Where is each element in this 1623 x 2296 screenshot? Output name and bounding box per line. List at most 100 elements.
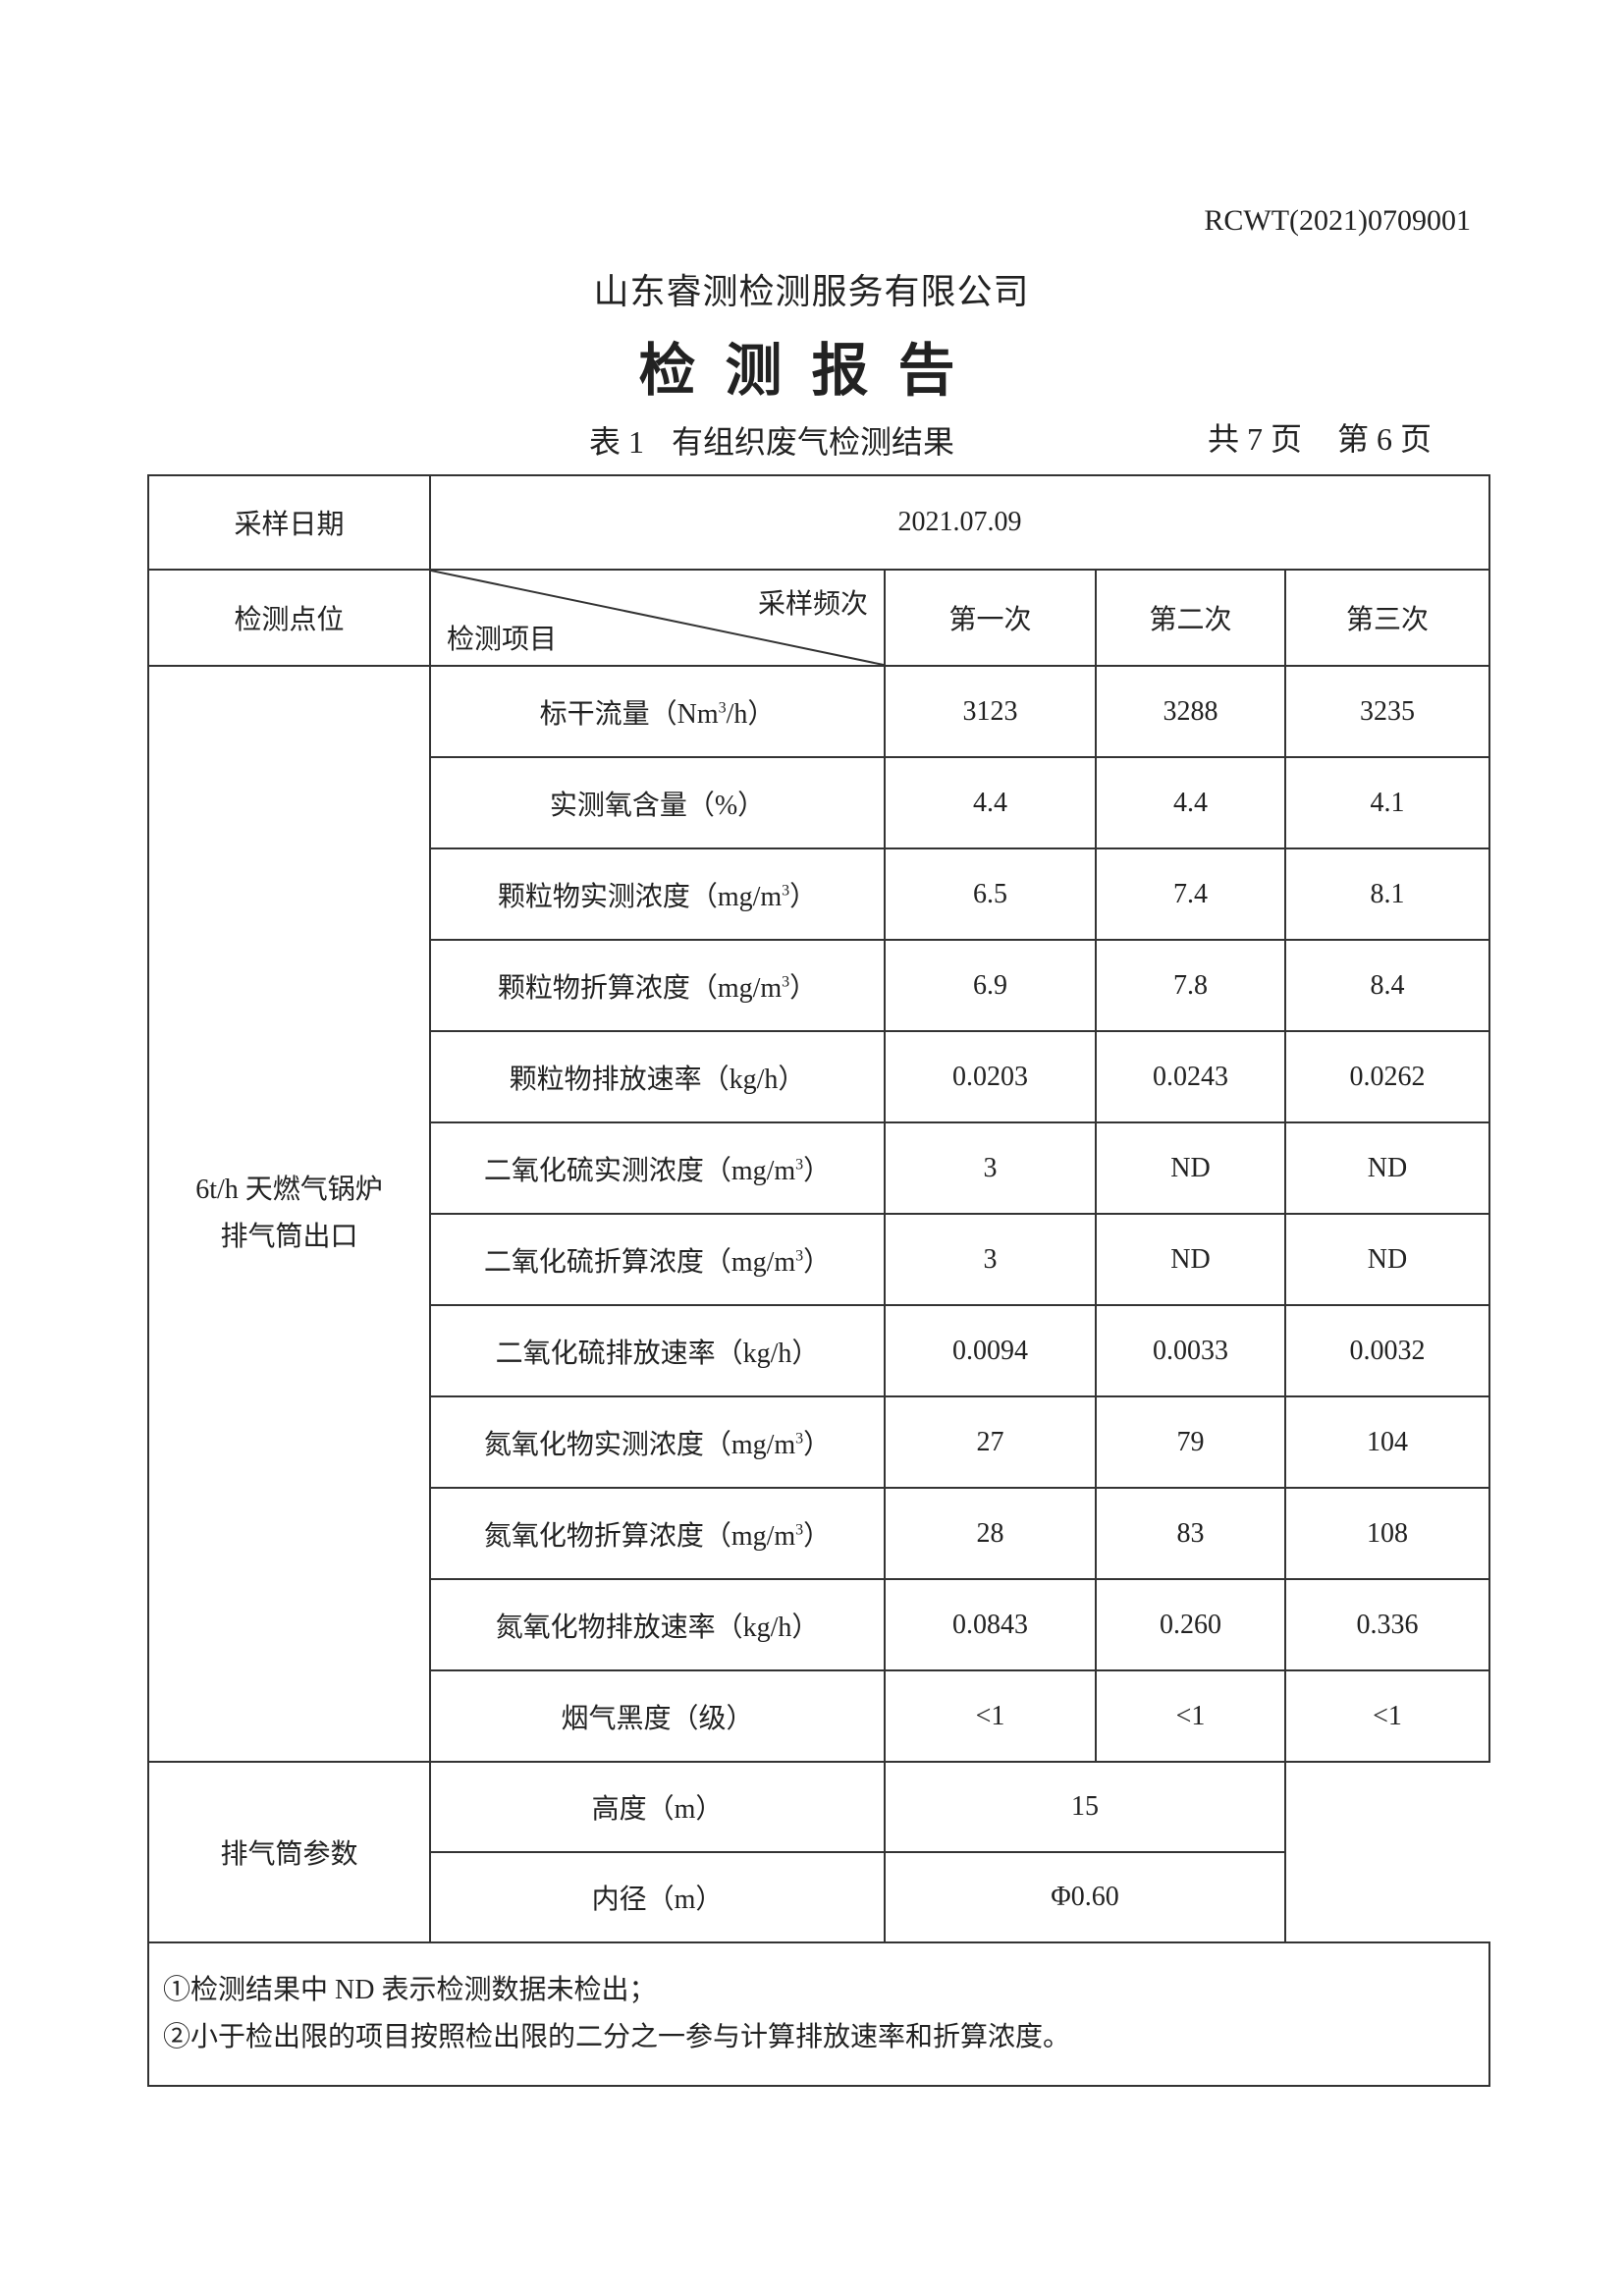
stack-height: 15 <box>884 1761 1286 1853</box>
table-row: 颗粒物折算浓度（mg/m3） 6.9 7.8 8.4 <box>148 939 1490 1032</box>
freq-header: 第三次 <box>1284 569 1490 667</box>
item-text: 氮氧化物排放速率（kg/h） <box>495 1612 820 1643</box>
item-name: 标干流量（Nm3/h） <box>429 665 886 758</box>
sampling-date: 2021.07.09 <box>429 474 1490 571</box>
value-cell: <1 <box>1095 1669 1286 1763</box>
item-tail: ） <box>789 881 818 912</box>
item-name: 颗粒物实测浓度（mg/m3） <box>429 847 886 941</box>
freq-header: 第一次 <box>884 569 1097 667</box>
note: ②小于检出限的项目按照检出限的二分之一参与计算排放速率和折算浓度。 <box>163 2022 1071 2052</box>
item-sup: 3 <box>782 882 790 900</box>
sampling-date-label: 采样日期 <box>147 474 431 571</box>
item-text: 烟气黑度（级） <box>561 1703 754 1734</box>
value-cell: ND <box>1095 1121 1286 1215</box>
item-name: 氮氧化物实测浓度（mg/m3） <box>429 1395 886 1489</box>
item-text: 氮氧化物折算浓度（mg/m <box>483 1520 796 1552</box>
item-name: 烟气黑度（级） <box>429 1669 886 1763</box>
item-name: 实测氧含量（%） <box>429 756 886 849</box>
value-cell: 27 <box>884 1395 1097 1489</box>
item-sup: 3 <box>782 973 790 991</box>
notes: ①检测结果中 ND 表示检测数据未检出； ②小于检出限的项目按照检出限的二分之一… <box>147 1941 1490 2087</box>
table-row: 二氧化硫实测浓度（mg/m3） 3 ND ND <box>148 1121 1490 1215</box>
item-name: 氮氧化物折算浓度（mg/m3） <box>429 1487 886 1580</box>
results-table: 采样日期 2021.07.09 检测点位 采样频次 检测项目 第一次 第二次 第… <box>147 474 1490 2087</box>
item-tail: ） <box>803 1246 832 1278</box>
value-cell: 4.1 <box>1284 756 1490 849</box>
stack-height-label: 高度（m） <box>429 1761 886 1853</box>
table-number: 表 1 <box>589 424 645 460</box>
table-row: 二氧化硫排放速率（kg/h） 0.0094 0.0033 0.0032 <box>148 1304 1490 1397</box>
table-row: 氮氧化物排放速率（kg/h） 0.0843 0.260 0.336 <box>148 1578 1490 1671</box>
item-tail: ） <box>803 1429 832 1460</box>
item-text: 颗粒物排放速率（kg/h） <box>509 1064 806 1095</box>
item-tail: /h） <box>726 698 776 730</box>
table-caption: 表 1 有组织废气检测结果 <box>589 417 982 463</box>
value-cell: 0.0203 <box>884 1030 1097 1123</box>
value-cell: 0.0094 <box>884 1304 1097 1397</box>
value-cell: 7.4 <box>1095 847 1286 941</box>
table-row: 烟气黑度（级） <1 <1 <1 <box>148 1669 1490 1763</box>
value-cell: 0.0032 <box>1284 1304 1490 1397</box>
item-text: 颗粒物折算浓度（mg/m <box>497 972 783 1004</box>
page-current: 第 6 页 <box>1337 421 1433 457</box>
table-row: 实测氧含量（%） 4.4 4.4 4.1 <box>148 756 1490 849</box>
value-cell: 6.5 <box>884 847 1097 941</box>
item-tail: ） <box>789 972 818 1004</box>
item-text: 氮氧化物实测浓度（mg/m <box>483 1429 796 1460</box>
table-row: 氮氧化物折算浓度（mg/m3） 28 83 108 <box>148 1487 1490 1580</box>
note: ①检测结果中 ND 表示检测数据未检出； <box>163 1975 657 2005</box>
value-cell: 3235 <box>1284 665 1490 758</box>
item-text: 实测氧含量（%） <box>549 790 766 821</box>
value-cell: 83 <box>1095 1487 1286 1580</box>
diagonal-line <box>431 571 884 665</box>
company-name: 山东睿测检测服务有限公司 <box>593 272 1030 311</box>
table-name: 有组织废气检测结果 <box>672 424 955 460</box>
value-cell: 4.4 <box>884 756 1097 849</box>
item-name: 颗粒物折算浓度（mg/m3） <box>429 939 886 1032</box>
item-sup: 3 <box>795 1521 804 1539</box>
detection-point: 6t/h 天燃气锅炉 排气筒出口 <box>147 665 431 1763</box>
report-number: RCWT(2021)0709001 <box>1204 204 1471 237</box>
value-cell: 104 <box>1284 1395 1490 1489</box>
value-cell: 6.9 <box>884 939 1097 1032</box>
item-text: 标干流量（Nm <box>539 698 719 730</box>
value-cell: 3 <box>884 1213 1097 1306</box>
page-total: 共 7 页 <box>1208 421 1303 457</box>
item-tail: ） <box>803 1155 832 1186</box>
value-cell: 0.0262 <box>1284 1030 1490 1123</box>
value-cell: 79 <box>1095 1395 1286 1489</box>
value-cell: 3288 <box>1095 665 1286 758</box>
value-cell: 0.336 <box>1284 1578 1490 1671</box>
value-cell: 8.1 <box>1284 847 1490 941</box>
item-sup: 3 <box>718 699 727 717</box>
item-text: 二氧化硫排放速率（kg/h） <box>495 1338 820 1369</box>
stack-diameter-label: 内径（m） <box>429 1851 886 1943</box>
value-cell: 7.8 <box>1095 939 1286 1032</box>
value-cell: 0.0243 <box>1095 1030 1286 1123</box>
page-info: 共 7 页第 6 页 <box>1208 414 1467 460</box>
point-line: 排气筒出口 <box>220 1222 358 1252</box>
item-label: 检测项目 <box>447 625 558 655</box>
item-name: 颗粒物排放速率（kg/h） <box>429 1030 886 1123</box>
value-cell: 3 <box>884 1121 1097 1215</box>
item-text: 颗粒物实测浓度（mg/m <box>497 881 783 912</box>
value-cell: 0.0843 <box>884 1578 1097 1671</box>
value-cell: <1 <box>884 1669 1097 1763</box>
value-cell: ND <box>1284 1121 1490 1215</box>
value-cell: 108 <box>1284 1487 1490 1580</box>
value-cell: 4.4 <box>1095 756 1286 849</box>
item-text: 二氧化硫折算浓度（mg/m <box>483 1246 796 1278</box>
value-cell: 3123 <box>884 665 1097 758</box>
point-line: 6t/h 天燃气锅炉 <box>195 1175 383 1205</box>
table-row: 颗粒物排放速率（kg/h） 0.0203 0.0243 0.0262 <box>148 1030 1490 1123</box>
report-title: 检测报告 <box>638 337 985 404</box>
table-row: 二氧化硫折算浓度（mg/m3） 3 ND ND <box>148 1213 1490 1306</box>
table-row: 6t/h 天燃气锅炉 排气筒出口 标干流量（Nm3/h） 3123 3288 3235 <box>147 665 1490 1763</box>
value-cell: 8.4 <box>1284 939 1490 1032</box>
value-cell: ND <box>1095 1213 1286 1306</box>
freq-header: 第二次 <box>1095 569 1286 667</box>
table-row: 颗粒物实测浓度（mg/m3） 6.5 7.4 8.1 <box>148 847 1490 941</box>
item-name: 氮氧化物排放速率（kg/h） <box>429 1578 886 1671</box>
item-sup: 3 <box>795 1156 804 1174</box>
item-sup: 3 <box>795 1430 804 1448</box>
